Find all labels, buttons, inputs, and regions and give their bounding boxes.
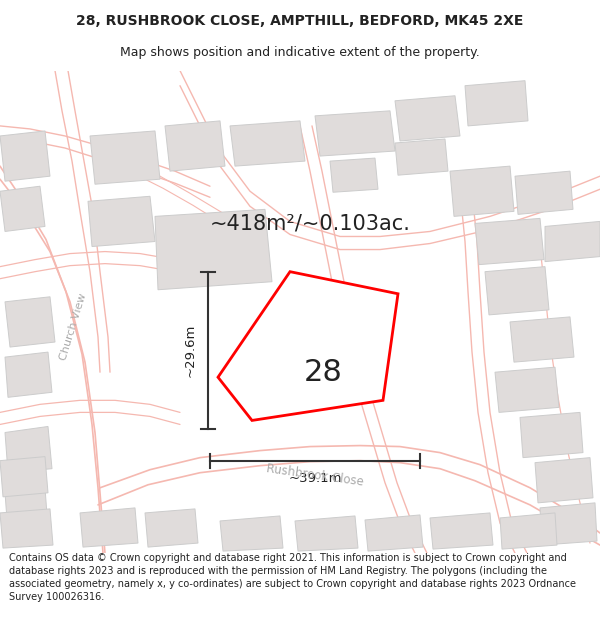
Text: 28: 28 <box>304 358 343 387</box>
Polygon shape <box>145 509 198 547</box>
Polygon shape <box>5 297 55 347</box>
Polygon shape <box>485 267 549 315</box>
Polygon shape <box>5 426 52 472</box>
Polygon shape <box>540 503 597 545</box>
Polygon shape <box>0 131 50 181</box>
Polygon shape <box>295 516 358 551</box>
Text: Contains OS data © Crown copyright and database right 2021. This information is : Contains OS data © Crown copyright and d… <box>9 553 576 601</box>
Polygon shape <box>475 218 544 264</box>
Polygon shape <box>315 111 395 156</box>
Polygon shape <box>465 81 528 126</box>
Polygon shape <box>330 158 378 192</box>
Polygon shape <box>218 272 398 421</box>
Polygon shape <box>500 513 557 549</box>
Polygon shape <box>535 458 593 503</box>
Polygon shape <box>395 96 460 141</box>
Polygon shape <box>495 367 559 413</box>
Text: Map shows position and indicative extent of the property.: Map shows position and indicative extent… <box>120 46 480 59</box>
Polygon shape <box>395 139 448 175</box>
Polygon shape <box>365 515 423 551</box>
Text: ~418m²/~0.103ac.: ~418m²/~0.103ac. <box>209 213 410 233</box>
Polygon shape <box>165 121 225 171</box>
Polygon shape <box>5 488 48 533</box>
Polygon shape <box>515 171 573 214</box>
Polygon shape <box>510 317 574 362</box>
Text: ~29.6m: ~29.6m <box>184 324 197 378</box>
Polygon shape <box>430 513 493 549</box>
Polygon shape <box>155 209 272 290</box>
Polygon shape <box>0 509 53 548</box>
Text: Rushbrook Close: Rushbrook Close <box>266 462 364 489</box>
Text: Church View: Church View <box>58 292 88 362</box>
Text: ~39.1m: ~39.1m <box>288 472 342 485</box>
Polygon shape <box>220 516 283 551</box>
Polygon shape <box>545 221 600 262</box>
Polygon shape <box>0 457 48 497</box>
Polygon shape <box>0 186 45 231</box>
Text: 28, RUSHBROOK CLOSE, AMPTHILL, BEDFORD, MK45 2XE: 28, RUSHBROOK CLOSE, AMPTHILL, BEDFORD, … <box>76 14 524 28</box>
Polygon shape <box>80 508 138 547</box>
Polygon shape <box>230 121 305 166</box>
Polygon shape <box>5 352 52 398</box>
Polygon shape <box>520 412 583 458</box>
Polygon shape <box>90 131 160 184</box>
Polygon shape <box>88 196 155 246</box>
Polygon shape <box>450 166 514 216</box>
